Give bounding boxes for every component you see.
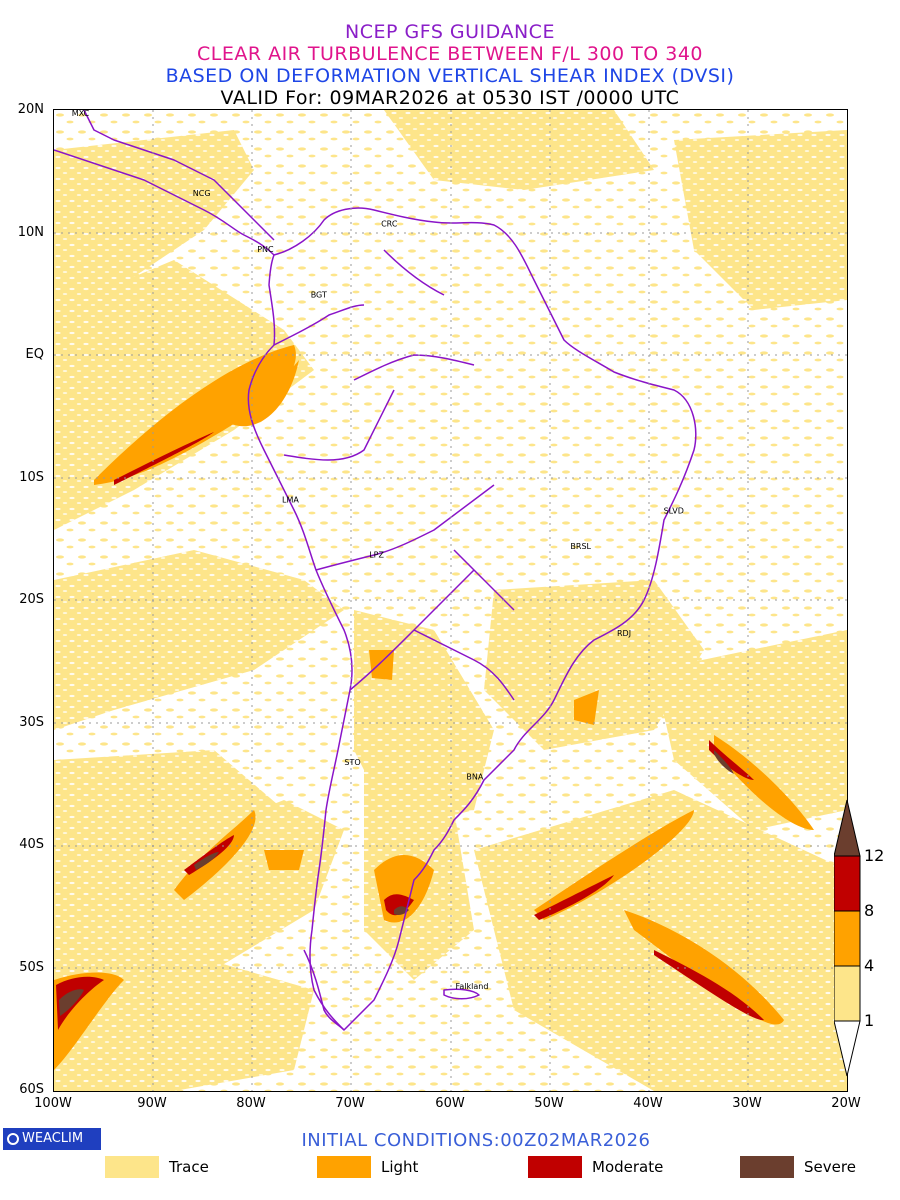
legend-label-moderate: Moderate: [592, 1158, 664, 1176]
lon-label-70w: 70W: [335, 1096, 365, 1111]
lon-label-60w: 60W: [435, 1096, 465, 1111]
lon-label-80w: 80W: [236, 1096, 266, 1111]
lat-label-eq: EQ: [25, 347, 44, 362]
legend-swatch-trace: [105, 1156, 159, 1178]
colorbar-label-1: 1: [864, 1011, 875, 1030]
valid-time-title: VALID For: 09MAR2026 at 0530 IST /0000 U…: [220, 87, 680, 109]
lon-label-30w: 30W: [732, 1096, 762, 1111]
station-label-lma: LMA: [282, 495, 299, 504]
lat-label-20s: 20S: [19, 592, 44, 607]
station-label-falkland: Falkland: [456, 982, 489, 991]
turbulence-map: MXC NCG CRC PNC BGT LMA LPZ SLVD BRSL RDJ STO BNA Fa…: [53, 109, 848, 1092]
coastlines: [54, 110, 697, 1031]
graticule: [54, 110, 847, 1091]
lon-label-90w: 90W: [137, 1096, 167, 1111]
station-label-bgt: BGT: [311, 291, 327, 300]
colorbar-trace: [834, 965, 861, 1022]
colorbar-moderate: [834, 855, 861, 912]
title-line-2: CLEAR AIR TURBULENCE BETWEEN F/L 300 TO …: [196, 43, 704, 65]
lat-label-60s: 60S: [19, 1082, 44, 1097]
initial-conditions: INITIAL CONDITIONS:00Z02MAR2026: [301, 1130, 651, 1151]
lon-label-50w: 50W: [534, 1096, 564, 1111]
legend-label-trace: Trace: [169, 1158, 209, 1176]
station-labels: MXC NCG CRC PNC BGT LMA LPZ SLVD BRSL RDJ STO BNA Fa…: [72, 110, 684, 991]
map-canvas: MXC NCG CRC PNC BGT LMA LPZ SLVD BRSL RDJ STO BNA Fa…: [54, 110, 847, 1091]
colorbar-label-4: 4: [864, 956, 875, 975]
legend-swatch-moderate: [528, 1156, 582, 1178]
station-label-sto: STO: [344, 758, 360, 767]
colorbar-label-8: 8: [864, 901, 875, 920]
lon-label-40w: 40W: [633, 1096, 663, 1111]
colorbar-light: [834, 910, 861, 967]
station-label-pnc: PNC: [257, 245, 274, 254]
legend-label-light: Light: [381, 1158, 419, 1176]
station-label-bna: BNA: [466, 773, 483, 782]
title-line-3: BASED ON DEFORMATION VERTICAL SHEAR INDE…: [165, 65, 735, 87]
station-label-mxc: MXC: [72, 110, 90, 118]
legend-swatch-light: [317, 1156, 371, 1178]
legend-swatch-severe: [740, 1156, 794, 1178]
colorbar-label-12: 12: [864, 846, 885, 865]
station-label-slvd: SLVD: [664, 506, 684, 515]
colorbar-none: [834, 1020, 861, 1077]
lat-label-10s: 10S: [19, 470, 44, 485]
colorbar: [834, 799, 861, 1077]
title-line-1: NCEP GFS GUIDANCE: [345, 21, 555, 43]
logo-text: WEACLIM: [22, 1131, 84, 1146]
lat-label-30s: 30S: [19, 715, 44, 730]
station-label-crc: CRC: [381, 220, 398, 229]
lon-label-20w: 20W: [831, 1096, 861, 1111]
station-label-ncg: NCG: [193, 189, 211, 198]
lat-label-20n: 20N: [17, 102, 44, 117]
legend-label-severe: Severe: [804, 1158, 856, 1176]
lat-label-50s: 50S: [19, 960, 44, 975]
colorbar-severe: [834, 799, 861, 857]
station-label-rdj: RDJ: [617, 629, 631, 638]
lat-label-10n: 10N: [17, 225, 44, 240]
lon-label-100w: 100W: [34, 1096, 72, 1111]
logo-icon: [7, 1133, 19, 1145]
weaclim-logo: WEACLIM: [3, 1128, 101, 1150]
station-label-lpz: LPZ: [369, 551, 384, 560]
station-label-brsl: BRSL: [570, 542, 591, 551]
lat-label-40s: 40S: [19, 837, 44, 852]
